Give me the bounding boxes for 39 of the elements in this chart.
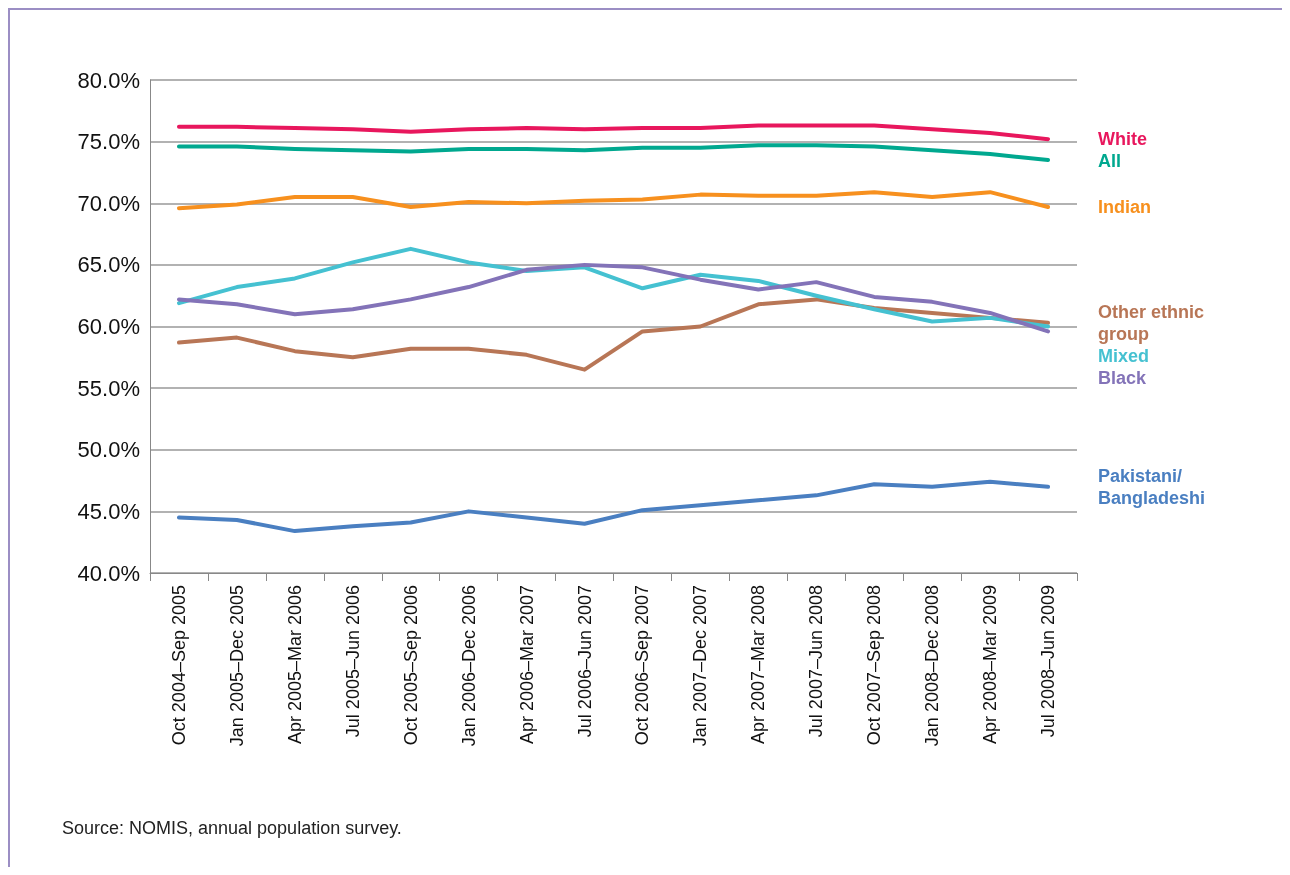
x-tick-label: Jul 2008–Jun 2009 bbox=[1038, 585, 1059, 738]
line-series bbox=[176, 262, 1051, 334]
x-tick-label: Jan 2005–Dec 2005 bbox=[226, 585, 247, 747]
y-tick-label: 60.0% bbox=[77, 314, 140, 339]
y-tick-label: 45.0% bbox=[77, 498, 140, 524]
text: All bbox=[1098, 151, 1122, 172]
x-tick-label: Oct 2006–Sep 2007 bbox=[632, 585, 653, 746]
x-tick-label: Apr 2008–Mar 2009 bbox=[980, 585, 1001, 745]
text: Mixed bbox=[1098, 345, 1150, 366]
y-tick-label: 40.0% bbox=[77, 560, 140, 586]
text: Black bbox=[1098, 367, 1148, 388]
x-tick-label: Apr 2006–Mar 2007 bbox=[516, 585, 537, 745]
line-series bbox=[176, 479, 1051, 534]
y-tick-label: 65.0% bbox=[77, 252, 140, 278]
text: Other ethnic group bbox=[1098, 301, 1205, 344]
y-tick-label: 75.0% bbox=[77, 129, 140, 155]
text: Pakistani/ Bangladeshi bbox=[1098, 465, 1206, 508]
x-tick-label: Jul 2005–Jun 2006 bbox=[342, 585, 363, 738]
x-tick-label: Oct 2004–Sep 2005 bbox=[168, 585, 189, 746]
x-tick-label: Jul 2006–Jun 2007 bbox=[574, 585, 595, 738]
text: Indian bbox=[1098, 196, 1152, 217]
x-tick-label: Jan 2006–Dec 2006 bbox=[458, 585, 479, 747]
x-tick-label: Oct 2007–Sep 2008 bbox=[864, 585, 885, 746]
x-tick-label: Oct 2005–Sep 2006 bbox=[400, 585, 421, 746]
x-tick-label: Jan 2008–Dec 2008 bbox=[922, 585, 943, 747]
x-tick-label: Apr 2005–Mar 2006 bbox=[284, 585, 305, 745]
line-series bbox=[176, 297, 1051, 372]
x-tick-label: Apr 2007–Mar 2008 bbox=[748, 585, 769, 745]
y-tick-label: 80.0% bbox=[77, 67, 140, 93]
y-tick-label: 70.0% bbox=[77, 190, 140, 216]
line-series bbox=[176, 190, 1051, 211]
y-tick-label: 55.0% bbox=[77, 375, 140, 401]
line-series bbox=[176, 123, 1051, 142]
x-tick-label: Jan 2007–Dec 2007 bbox=[690, 585, 711, 747]
source-note: Source: NOMIS, annual population survey. bbox=[62, 818, 402, 838]
text: White bbox=[1098, 129, 1148, 150]
x-tick-label: Jul 2007–Jun 2008 bbox=[806, 585, 827, 738]
line-series bbox=[176, 143, 1051, 163]
y-tick-label: 50.0% bbox=[77, 437, 140, 463]
